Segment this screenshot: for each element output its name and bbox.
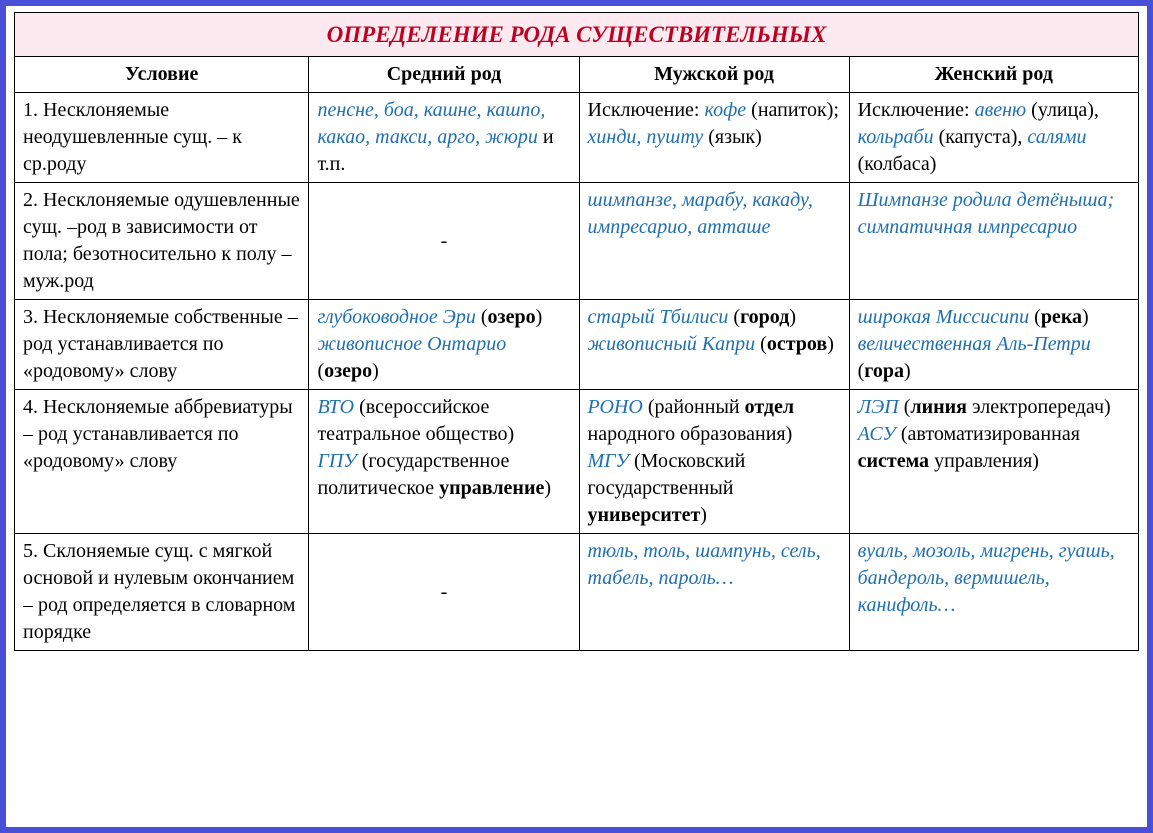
paren-text: (: [476, 306, 488, 328]
examples-text: салями: [1027, 126, 1086, 148]
root-word: озеро: [324, 360, 372, 382]
root-word: гора: [864, 360, 904, 382]
root-word: отдел: [745, 396, 795, 418]
abbrev-text: МГУ: [588, 450, 630, 472]
examples-text: величественная Аль-Петри: [858, 333, 1091, 355]
expansion-text: (районный: [643, 396, 745, 418]
cell-neuter: -: [309, 534, 579, 651]
paren-text: ): [827, 333, 834, 355]
expansion-text: (: [899, 396, 911, 418]
cell-condition: 3. Несклоняемые собственные – род устана…: [15, 300, 309, 390]
mid-text: (напиток);: [746, 99, 839, 121]
header-condition: Условие: [15, 57, 309, 93]
expansion-text: ): [544, 477, 551, 499]
header-masculine: Мужской род: [579, 57, 849, 93]
header-row: Условие Средний род Мужской род Женский …: [15, 57, 1139, 93]
paren-text: (: [1029, 306, 1041, 328]
root-word: университет: [588, 504, 701, 526]
root-word: город: [740, 306, 789, 328]
cell-condition: 5. Склоняемые сущ. с мягкой основой и ну…: [15, 534, 309, 651]
root-word: остров: [767, 333, 827, 355]
cell-feminine: вуаль, мозоль, мигрень, гуашь, бандероль…: [849, 534, 1138, 651]
cell-masculine: РОНО (районный отдел народного образован…: [579, 390, 849, 534]
abbrev-text: ГПУ: [317, 450, 356, 472]
paren-text: ): [1082, 306, 1089, 328]
cell-condition: 1. Несклоняемые неодушевленные сущ. – к …: [15, 93, 309, 183]
table-wrap: ОПРЕДЕЛЕНИЕ РОДА СУЩЕСТВИТЕЛЬНЫХ Условие…: [6, 6, 1147, 651]
cell-neuter: ВТО (всероссийское театральное общество)…: [309, 390, 579, 534]
cell-masculine: шимпанзе, марабу, какаду, импресарио, ат…: [579, 183, 849, 300]
examples-text: хинди, пушту: [588, 126, 704, 148]
lead-text: Исключение:: [858, 99, 975, 121]
paren-text: ): [372, 360, 379, 382]
root-word: река: [1041, 306, 1082, 328]
expansion-text: управления): [929, 450, 1039, 472]
paren-text: ): [536, 306, 543, 328]
examples-text: кольраби: [858, 126, 934, 148]
cell-neuter: глубоководное Эри (озеро)живописное Онта…: [309, 300, 579, 390]
examples-text: старый Тбилиси: [588, 306, 729, 328]
expansion-text: (автоматизированная: [896, 423, 1080, 445]
examples-text: Шимпанзе родила детёныша; симпатичная им…: [858, 189, 1115, 238]
document-frame: ОПРЕДЕЛЕНИЕ РОДА СУЩЕСТВИТЕЛЬНЫХ Условие…: [0, 0, 1153, 833]
root-word: линия: [910, 396, 967, 418]
abbrev-text: РОНО: [588, 396, 643, 418]
cell-neuter: пенсне, боа, кашне, кашпо, какао, такси,…: [309, 93, 579, 183]
cell-feminine: Исключение: авеню (улица), кольраби (кап…: [849, 93, 1138, 183]
mid-text: (капуста),: [934, 126, 1028, 148]
examples-text: вуаль, мозоль, мигрень, гуашь, бандероль…: [858, 540, 1115, 616]
abbrev-text: ЛЭП: [858, 396, 899, 418]
cell-masculine: Исключение: кофе (напиток); хинди, пушту…: [579, 93, 849, 183]
expansion-text: электропередач): [967, 396, 1111, 418]
cell-feminine: ЛЭП (линия электропередач) АСУ (автоматиз…: [849, 390, 1138, 534]
cell-condition: 2. Несклоняемые одушевленные сущ. –род в…: [15, 183, 309, 300]
gender-table: ОПРЕДЕЛЕНИЕ РОДА СУЩЕСТВИТЕЛЬНЫХ Условие…: [14, 12, 1139, 651]
examples-text: широкая Миссисипи: [858, 306, 1030, 328]
table-row: 2. Несклоняемые одушевленные сущ. –род в…: [15, 183, 1139, 300]
mid-text: (улица),: [1026, 99, 1099, 121]
header-feminine: Женский род: [849, 57, 1138, 93]
paren-text: (: [728, 306, 740, 328]
table-title: ОПРЕДЕЛЕНИЕ РОДА СУЩЕСТВИТЕЛЬНЫХ: [15, 13, 1139, 57]
expansion-text: народного образования): [588, 423, 793, 445]
table-row: 5. Склоняемые сущ. с мягкой основой и ну…: [15, 534, 1139, 651]
examples-text: тюль, толь, шампунь, сель, табель, парол…: [588, 540, 821, 589]
table-row: 3. Несклоняемые собственные – род устана…: [15, 300, 1139, 390]
examples-text: пенсне, боа, кашне, кашпо, какао, такси,…: [317, 99, 545, 148]
examples-text: глубоководное Эри: [317, 306, 475, 328]
abbrev-text: АСУ: [858, 423, 896, 445]
cell-masculine: старый Тбилиси (город)живописный Капри (…: [579, 300, 849, 390]
cell-neuter: -: [309, 183, 579, 300]
examples-text: живописное Онтарио: [317, 333, 506, 355]
tail-text: (язык): [703, 126, 762, 148]
cell-condition: 4. Несклоняемые аббревиатуры – род устан…: [15, 390, 309, 534]
paren-text: (: [755, 333, 767, 355]
root-word: озеро: [488, 306, 536, 328]
table-row: 1. Несклоняемые неодушевленные сущ. – к …: [15, 93, 1139, 183]
examples-text: шимпанзе, марабу, какаду, импресарио, ат…: [588, 189, 813, 238]
header-neuter: Средний род: [309, 57, 579, 93]
examples-text: живописный Капри: [588, 333, 756, 355]
root-word: управление: [439, 477, 544, 499]
tail-text: (колбаса): [858, 153, 937, 175]
cell-feminine: Шимпанзе родила детёныша; симпатичная им…: [849, 183, 1138, 300]
root-word: система: [858, 450, 929, 472]
title-row: ОПРЕДЕЛЕНИЕ РОДА СУЩЕСТВИТЕЛЬНЫХ: [15, 13, 1139, 57]
paren-text: ): [789, 306, 796, 328]
lead-text: Исключение:: [588, 99, 705, 121]
table-row: 4. Несклоняемые аббревиатуры – род устан…: [15, 390, 1139, 534]
examples-text: авеню: [975, 99, 1027, 121]
expansion-text: ): [700, 504, 707, 526]
abbrev-text: ВТО: [317, 396, 354, 418]
paren-text: ): [904, 360, 911, 382]
cell-masculine: тюль, толь, шампунь, сель, табель, парол…: [579, 534, 849, 651]
examples-text: кофе: [705, 99, 747, 121]
cell-feminine: широкая Миссисипи (река) величественная А…: [849, 300, 1138, 390]
